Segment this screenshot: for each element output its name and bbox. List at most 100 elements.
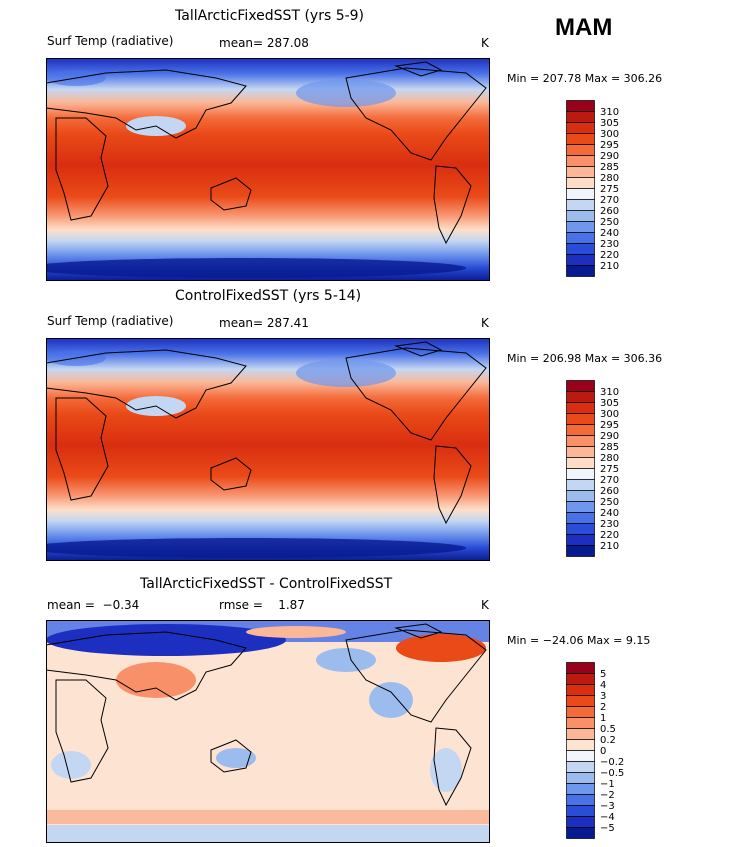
panel1-colorbar-swatches xyxy=(566,100,595,277)
panel1-mean-value: 287.08 xyxy=(266,36,309,50)
panel3-colorbar-label: 1 xyxy=(600,713,606,724)
panel3-colorbar-label: 0 xyxy=(600,746,606,757)
panel1-colorbar-swatch xyxy=(566,199,595,211)
panel1-colorbar: 3103053002952902852802752702602502402302… xyxy=(566,100,619,277)
panel1-frame xyxy=(46,58,490,281)
panel1-coastlines xyxy=(46,61,487,245)
panel3-colorbar-label: 4 xyxy=(600,680,606,691)
panel1-colorbar-label: 285 xyxy=(600,162,619,173)
panel2-colorbar-label: 285 xyxy=(600,442,619,453)
panel2-colorbar-swatch xyxy=(566,424,595,436)
panel2-south-america xyxy=(433,445,472,525)
panel2-field xyxy=(46,338,490,561)
panel1-colorbar-swatch xyxy=(566,133,595,145)
panel3-map xyxy=(46,620,490,843)
panel3-title: TallArcticFixedSST - ControlFixedSST xyxy=(140,576,393,592)
panel3-colorbar-swatch xyxy=(566,662,595,674)
panel1-africa xyxy=(55,117,109,221)
panel2-colorbar-label: 230 xyxy=(600,519,619,530)
panel3-colorbar-swatch xyxy=(566,728,595,740)
panel1-colorbar-swatch xyxy=(566,254,595,266)
panel2-colorbar-labels: 3103053002952902852802752702602502402302… xyxy=(600,387,619,552)
panel1-antarctic xyxy=(46,258,466,278)
panel1-colorbar-label: 280 xyxy=(600,173,619,184)
panel1-south-america xyxy=(433,165,472,245)
panel2-max: Max = 306.36 xyxy=(584,352,663,365)
season-label: MAM xyxy=(555,14,613,41)
panel2-colorbar-label: 310 xyxy=(600,387,619,398)
panel2-colorbar-label: 275 xyxy=(600,464,619,475)
panel3-colorbar-label: 2 xyxy=(600,702,606,713)
panel2-colorbar-swatch xyxy=(566,391,595,403)
panel2-colorbar-label: 280 xyxy=(600,453,619,464)
panel2-mean-label: mean= xyxy=(219,316,264,330)
panel3-rmse-value: 1.87 xyxy=(278,598,305,612)
panel2-frame xyxy=(46,338,490,561)
panel2-colorbar-swatch xyxy=(566,490,595,502)
panel3-north-america xyxy=(345,629,487,723)
panel2-colorbar: 3103053002952902852802752702602502402302… xyxy=(566,380,619,557)
panel1-colorbar-label: 290 xyxy=(600,151,619,162)
panel1-map xyxy=(46,58,490,281)
panel3-cool-africa xyxy=(51,751,91,779)
panel2-colorbar-label: 210 xyxy=(600,541,619,552)
panel1-max: Max = 306.26 xyxy=(584,72,663,85)
panel1-colorbar-swatch xyxy=(566,100,595,112)
panel3-colorbar-label: 3 xyxy=(600,691,606,702)
panel2-coastlines xyxy=(46,341,487,525)
panel3-colorbar-label: 0.5 xyxy=(600,724,616,735)
panel2-units: K xyxy=(481,316,489,330)
panel1-units: K xyxy=(481,36,489,50)
panel3-colorbar-swatch xyxy=(566,772,595,784)
panel3-colorbar-swatch xyxy=(566,673,595,685)
panel1-eurasia xyxy=(46,69,247,139)
panel3-colorbar-label: −2 xyxy=(600,790,615,801)
panel3-warm-asia xyxy=(116,662,196,698)
panel1-arctic-cold xyxy=(296,79,396,107)
panel2-colorbar-label: 250 xyxy=(600,497,619,508)
panel3-colorbar-label: −3 xyxy=(600,801,615,812)
panel3-colorbar-swatch xyxy=(566,805,595,817)
panel3-antarctic-band xyxy=(46,825,490,843)
panel3-arctic-strong xyxy=(46,624,286,656)
panel2-colorbar-swatch xyxy=(566,512,595,524)
panel1-min: Min = 207.78 xyxy=(507,72,582,85)
panel1-colorbar-swatch xyxy=(566,232,595,244)
panel2-colorbar-swatch xyxy=(566,468,595,480)
panel3-max: Max = 9.15 xyxy=(586,634,651,647)
panel1-colorbar-label: 310 xyxy=(600,107,619,118)
panel1-colorbar-label: 305 xyxy=(600,118,619,129)
panel3-colorbar-label: −0.5 xyxy=(600,768,624,779)
panel3-south-america xyxy=(433,727,472,807)
panel3-colorbar-swatch xyxy=(566,717,595,729)
panel1-colorbar-swatch xyxy=(566,111,595,123)
panel2-eurasia xyxy=(46,349,247,419)
panel2-variable: Surf Temp (radiative) xyxy=(47,314,174,328)
panel3-africa xyxy=(55,679,109,783)
panel2-colorbar-label: 290 xyxy=(600,431,619,442)
panel1-colorbar-swatch xyxy=(566,243,595,255)
panel3-colorbar-swatch xyxy=(566,794,595,806)
panel1-colorbar-label: 210 xyxy=(600,261,619,272)
panel2-colorbar-label: 240 xyxy=(600,508,619,519)
panel3-mean-value: −0.34 xyxy=(102,598,140,612)
panel2-colorbar-swatch xyxy=(566,545,595,557)
panel3-cool-pac xyxy=(316,648,376,672)
panel2-colorbar-label: 220 xyxy=(600,530,619,541)
panel2-colorbar-label: 300 xyxy=(600,409,619,420)
panel2-colorbar-label: 295 xyxy=(600,420,619,431)
panel3-colorbar-swatches xyxy=(566,662,595,839)
panel2-colorbar-swatch xyxy=(566,457,595,469)
panel3-frame xyxy=(46,620,490,843)
panel2-australia xyxy=(210,457,252,491)
panel3-greenland xyxy=(394,623,443,639)
panel1-variable: Surf Temp (radiative) xyxy=(47,34,174,48)
panel3-warm-na xyxy=(396,634,486,662)
panel3-colorbar-label: −4 xyxy=(600,812,615,823)
panel1-colorbar-swatch xyxy=(566,188,595,200)
panel3-colorbar-swatch xyxy=(566,761,595,773)
panel3-mean-label: mean = xyxy=(47,598,95,612)
panel2-colorbar-label: 305 xyxy=(600,398,619,409)
panel2-antarctic xyxy=(46,538,466,558)
panel1-colorbar-label: 300 xyxy=(600,129,619,140)
